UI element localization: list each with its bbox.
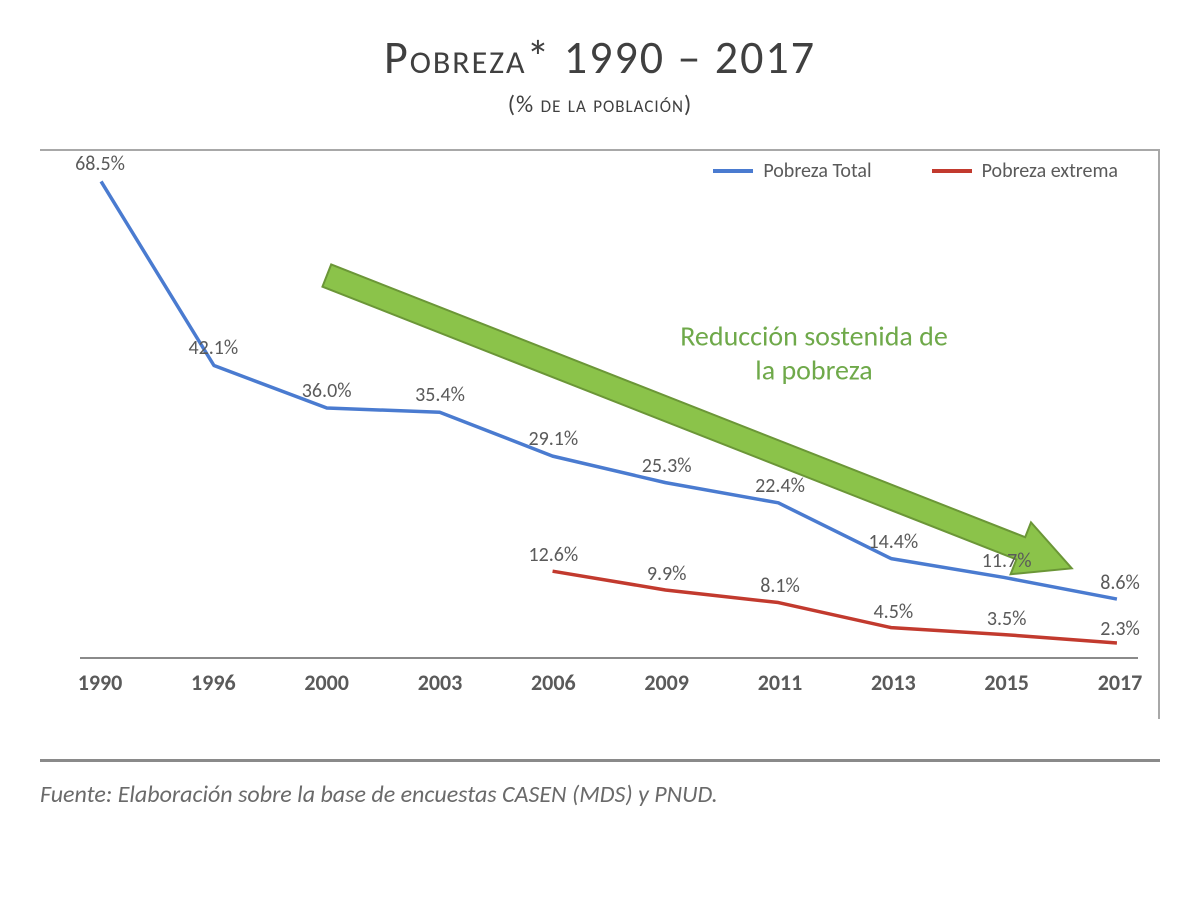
x-axis-labels: 1990199620002003200620092011201320152017 xyxy=(80,669,1138,709)
data-label: 22.4% xyxy=(755,474,805,498)
data-label: 35.4% xyxy=(415,383,465,407)
title-block: Pobreza* 1990 – 2017 (% de la población) xyxy=(40,30,1160,119)
data-label: 36.0% xyxy=(302,379,352,403)
data-label: 42.1% xyxy=(188,336,238,360)
chart-frame: Pobreza TotalPobreza extrema 68.5%42.1%3… xyxy=(40,149,1160,719)
x-axis-label: 2013 xyxy=(871,669,916,696)
x-axis-label: 2017 xyxy=(1098,669,1143,696)
data-label: 8.6% xyxy=(1100,571,1140,595)
x-axis-label: 2009 xyxy=(644,669,689,696)
annotation-text: Reducción sostenida dela pobreza xyxy=(680,319,948,386)
data-label: 11.7% xyxy=(982,549,1032,573)
page: Pobreza* 1990 – 2017 (% de la población)… xyxy=(0,0,1200,900)
trend-arrow xyxy=(322,264,1071,574)
data-label: 68.5% xyxy=(75,152,125,176)
x-axis-label: 2003 xyxy=(418,669,463,696)
data-label: 4.5% xyxy=(874,600,914,624)
data-label: 9.9% xyxy=(647,562,687,586)
data-label: 29.1% xyxy=(528,427,578,451)
source-footer: Fuente: Elaboración sobre la base de enc… xyxy=(40,759,1160,809)
data-label: 14.4% xyxy=(868,530,918,554)
x-axis-label: 2015 xyxy=(984,669,1029,696)
data-label: 12.6% xyxy=(528,543,578,567)
data-label: 8.1% xyxy=(760,574,800,598)
x-axis-label: 2000 xyxy=(304,669,349,696)
x-axis-label: 1996 xyxy=(191,669,236,696)
plot-svg xyxy=(80,171,1138,659)
chart-title: Pobreza* 1990 – 2017 xyxy=(40,30,1160,86)
data-label: 3.5% xyxy=(987,607,1027,631)
x-axis-label: 2011 xyxy=(758,669,803,696)
x-axis-label: 1990 xyxy=(78,669,123,696)
x-axis-label: 2006 xyxy=(531,669,576,696)
data-label: 25.3% xyxy=(642,454,692,478)
chart-subtitle: (% de la población) xyxy=(40,90,1160,119)
data-label: 2.3% xyxy=(1100,617,1140,641)
plot-area: 68.5%42.1%36.0%35.4%29.1%25.3%22.4%14.4%… xyxy=(80,171,1138,659)
x-axis-line xyxy=(80,657,1138,659)
